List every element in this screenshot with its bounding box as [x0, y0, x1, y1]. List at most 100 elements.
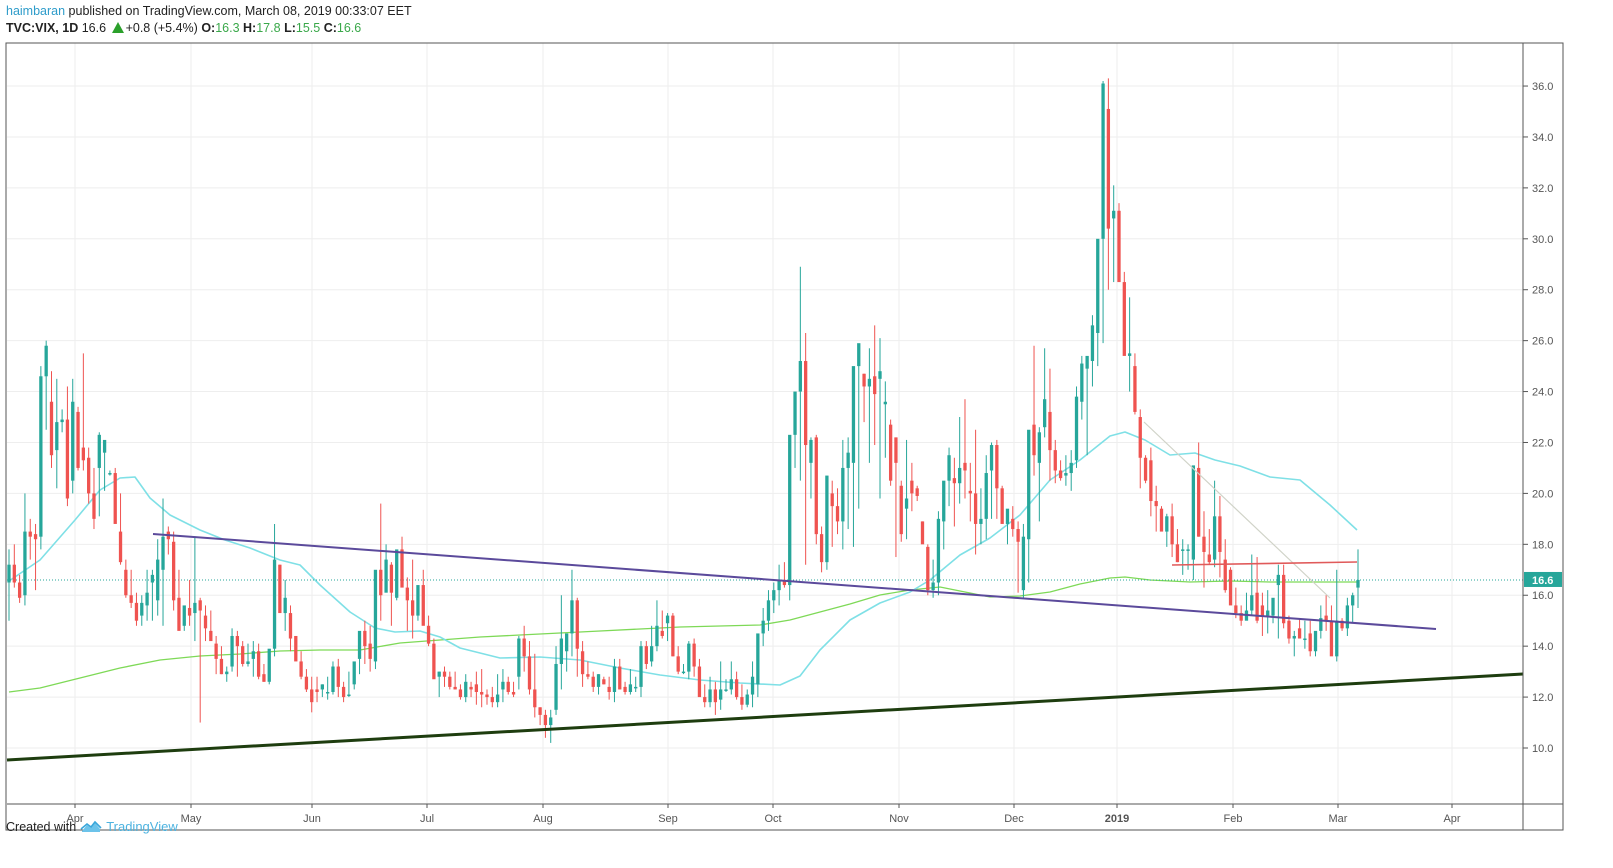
candle-body — [55, 422, 59, 451]
candle-body — [1340, 620, 1344, 629]
candle-body — [1287, 620, 1291, 639]
tradingview-link[interactable]: TradingView — [106, 819, 178, 834]
candle-body — [161, 536, 165, 570]
chart-axes: 10.0 12.0 14.0 16.0 18.0 20.0 22.0 24.0 26.0 28.0… — [5, 42, 1564, 831]
candle-body — [480, 691, 484, 695]
close-value: 16.6 — [336, 21, 362, 35]
candle-body — [761, 620, 765, 634]
low-label: L: — [284, 21, 296, 35]
candle-body — [835, 506, 840, 522]
candle-body — [1170, 516, 1174, 545]
candle-body — [1281, 574, 1286, 624]
candle-body — [12, 564, 16, 583]
candle-body — [628, 684, 633, 692]
candle-body — [347, 694, 351, 697]
y-tick-label: 10.0 — [1532, 743, 1553, 755]
candle-body — [830, 493, 834, 507]
candle-body — [1080, 363, 1084, 402]
candle-body — [1112, 210, 1116, 219]
candle-body — [400, 549, 404, 588]
candle-body — [118, 531, 123, 563]
candle-body — [1234, 605, 1238, 614]
candle-body — [65, 419, 70, 499]
candle-body — [538, 707, 542, 715]
candle-body — [1239, 613, 1243, 621]
candle-body — [241, 646, 245, 664]
candle-body — [517, 638, 521, 677]
candle-body — [1011, 518, 1015, 530]
created-with-text: Created with — [6, 819, 77, 834]
candle-body — [17, 582, 22, 598]
open-value: 16.3 — [215, 21, 240, 35]
candle-body — [108, 473, 112, 475]
x-tick-label: Dec — [1004, 813, 1024, 825]
candle-body — [692, 643, 696, 667]
candle-body — [873, 376, 877, 395]
candle-body — [1345, 605, 1350, 629]
x-tick-label: 2019 — [1105, 813, 1129, 825]
candle-body — [639, 646, 643, 687]
candle-body — [315, 689, 319, 692]
candle-body — [421, 585, 425, 626]
candle-body — [804, 361, 808, 446]
candle-body — [395, 549, 399, 598]
candle-body — [97, 434, 101, 468]
x-tick-label: Mar — [1329, 813, 1348, 825]
low-value: 15.5 — [295, 21, 321, 35]
author-link[interactable]: haimbaran — [6, 4, 66, 18]
y-tick-label: 30.0 — [1532, 234, 1553, 246]
candle-body — [145, 592, 149, 606]
candle-body — [193, 602, 197, 614]
candle-body — [39, 376, 43, 537]
y-tick-label: 32.0 — [1532, 183, 1553, 195]
candle-body — [1000, 488, 1004, 524]
candle-body — [580, 651, 585, 675]
candle-body — [225, 671, 229, 675]
last-price-badge-label: 16.6 — [1532, 575, 1553, 587]
candle-body — [549, 717, 553, 726]
candle-body — [1276, 574, 1280, 586]
candle-body — [554, 663, 558, 710]
candle-body — [511, 691, 516, 695]
candle-body — [952, 478, 957, 484]
y-tick-label: 22.0 — [1532, 437, 1553, 449]
candle-body — [719, 689, 723, 700]
candle-body — [182, 605, 186, 626]
candle-body — [198, 600, 202, 611]
candle-body — [60, 419, 64, 423]
candle-body — [384, 559, 388, 593]
candle-body — [310, 689, 314, 703]
candle-body — [262, 674, 266, 682]
high-label: H: — [243, 21, 257, 35]
resistance-line-red — [1171, 561, 1358, 566]
candle-body — [878, 371, 882, 379]
candle-body — [634, 686, 638, 689]
candle-body — [708, 689, 712, 703]
y-tick-label: 12.0 — [1532, 692, 1553, 704]
y-tick-label: 18.0 — [1532, 539, 1553, 551]
candle-body — [331, 666, 335, 692]
publish-info: haimbaran published on TradingView.com, … — [6, 4, 412, 18]
candle-body — [772, 590, 776, 601]
x-tick-label: Apr — [66, 813, 83, 825]
candle-body — [586, 674, 590, 677]
candle-body — [416, 585, 420, 616]
y-tick-label: 20.0 — [1532, 488, 1553, 500]
candle-body — [1016, 529, 1020, 542]
candle-body — [1032, 424, 1036, 456]
candle-body — [1292, 635, 1296, 639]
candle-body — [304, 676, 309, 690]
candle-body — [756, 633, 760, 685]
price-change: +0.8 (+5.4%) — [125, 21, 198, 35]
candle-body — [326, 691, 330, 694]
candle-body — [527, 656, 532, 690]
candle-body — [1138, 417, 1142, 458]
candle-body — [947, 455, 951, 481]
candle-body — [357, 630, 362, 659]
candle-body — [495, 694, 500, 703]
candle-body — [543, 714, 548, 726]
candle-body — [857, 343, 861, 367]
candle-body — [235, 635, 240, 647]
candle-body — [750, 676, 755, 695]
